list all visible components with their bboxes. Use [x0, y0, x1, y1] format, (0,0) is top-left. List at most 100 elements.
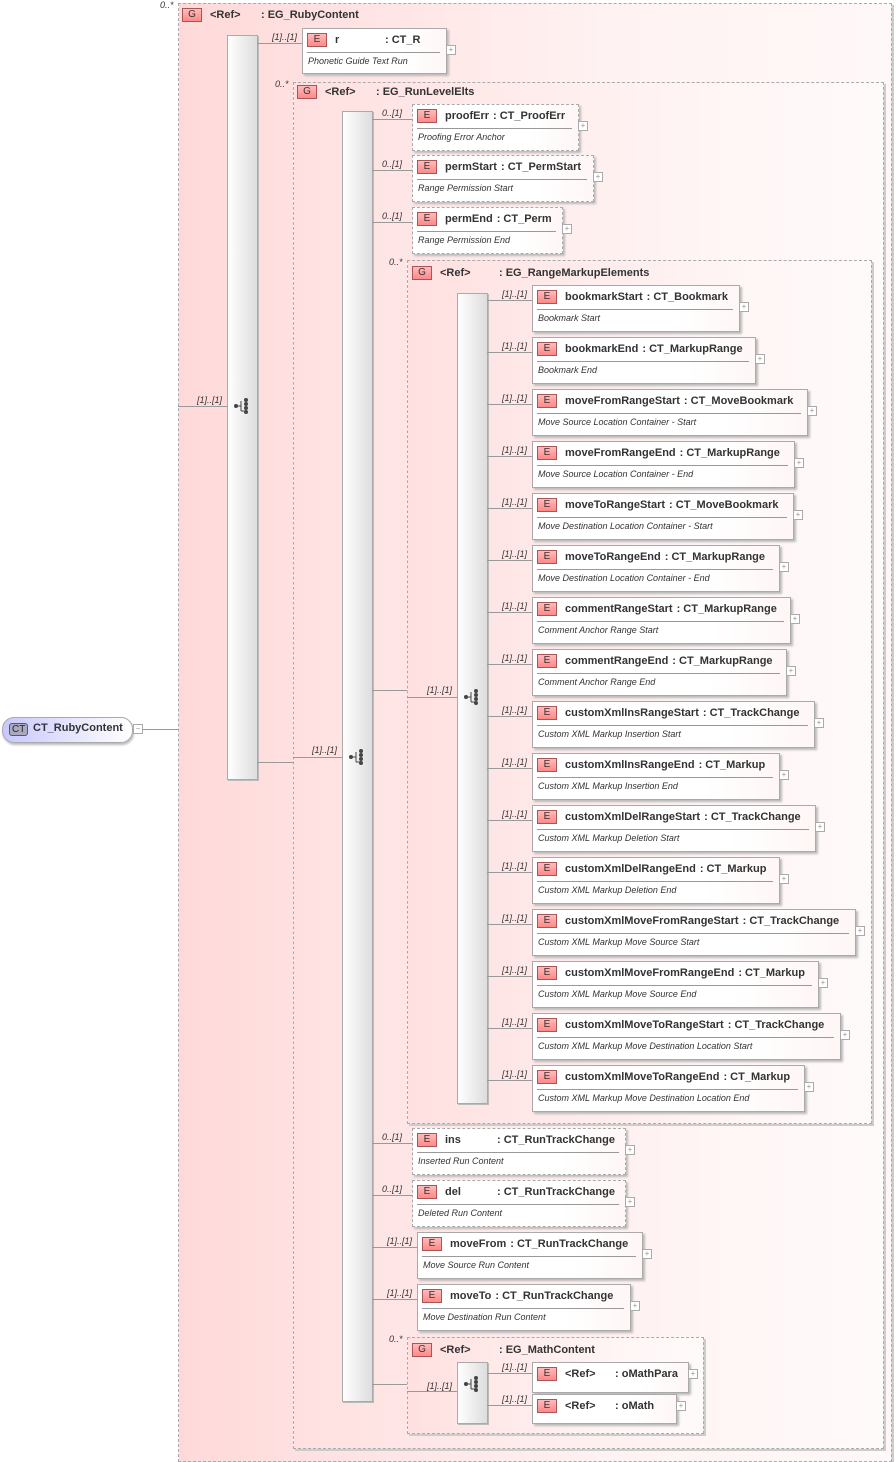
element-badge: E — [537, 706, 557, 720]
expand-plus-icon[interactable]: + — [807, 406, 817, 416]
expand-plus-icon[interactable]: + — [794, 458, 804, 468]
element-name: customXmlInsRangeEnd — [565, 758, 695, 771]
connector-line — [487, 820, 532, 821]
sequence-compositor[interactable] — [457, 1362, 488, 1424]
group-ref: <Ref> — [210, 8, 241, 21]
element-cardinality: [1]..[1] — [502, 341, 528, 351]
expand-plus-icon[interactable]: + — [578, 121, 588, 131]
element-cardinality: [1]..[1] — [502, 497, 528, 507]
expand-plus-icon[interactable]: + — [840, 1030, 850, 1040]
element-type: : CT_R — [385, 33, 421, 46]
element-ref-omathpara[interactable]: E <Ref>: oMathPara — [532, 1362, 689, 1393]
divider — [417, 1152, 619, 1153]
expand-plus-icon[interactable]: + — [779, 874, 789, 884]
expand-plus-icon[interactable]: + — [818, 978, 828, 988]
sequence-compositor[interactable] — [457, 293, 488, 1104]
element-name: moveTo — [450, 1289, 492, 1302]
element-cardinality: 0..[1] — [382, 1132, 403, 1142]
expand-plus-icon[interactable]: + — [446, 45, 456, 55]
expand-plus-icon[interactable]: + — [790, 614, 800, 624]
expand-plus-icon[interactable]: + — [755, 354, 765, 364]
expand-plus-icon[interactable]: + — [793, 510, 803, 520]
element-badge: E — [537, 810, 557, 824]
expand-plus-icon[interactable]: + — [815, 822, 825, 832]
expand-plus-icon[interactable]: + — [562, 224, 572, 234]
connector-line — [293, 757, 342, 758]
element-cardinality: 0..[1] — [382, 1184, 403, 1194]
element-type: : CT_MoveBookmark — [683, 394, 794, 407]
sequence-compositor[interactable] — [227, 35, 258, 780]
expand-plus-icon[interactable]: + — [779, 562, 789, 572]
expand-plus-icon[interactable]: + — [804, 1082, 814, 1092]
group-header[interactable]: G <Ref>: EG_MathContent — [412, 1343, 595, 1357]
element-type: : CT_TrackChange — [742, 914, 840, 927]
expand-plus-icon[interactable]: + — [625, 1197, 635, 1207]
expand-plus-icon[interactable]: + — [779, 770, 789, 780]
element-badge: E — [422, 1289, 442, 1303]
divider — [537, 673, 780, 674]
expand-plus-icon[interactable]: + — [855, 926, 865, 936]
divider — [537, 517, 787, 518]
element-cardinality: [1]..[1] — [502, 809, 528, 819]
expand-plus-icon[interactable]: + — [593, 172, 603, 182]
element-documentation: Bookmark End — [538, 365, 598, 375]
root-complex-type[interactable]: CT CT_RubyContent — [2, 717, 133, 743]
root-name: CT_RubyContent — [33, 722, 123, 734]
expand-plus-icon[interactable]: + — [676, 1401, 686, 1411]
expand-plus-icon[interactable]: + — [786, 666, 796, 676]
sequence-compositor[interactable] — [342, 111, 373, 1402]
sequence-icon — [233, 397, 251, 415]
element-badge: E — [537, 654, 557, 668]
element-ref-omath[interactable]: E <Ref>: oMath — [532, 1394, 677, 1424]
expand-plus-icon[interactable]: + — [642, 1249, 652, 1259]
expand-plus-icon[interactable]: + — [688, 1369, 698, 1379]
expand-plus-icon[interactable]: + — [625, 1145, 635, 1155]
group-header[interactable]: G <Ref>: EG_RunLevelElts — [297, 85, 474, 99]
connector-line — [487, 768, 532, 769]
element-type: : CT_Markup — [738, 966, 805, 979]
group-header[interactable]: G <Ref>: EG_RangeMarkupElements — [412, 266, 649, 280]
element-badge: E — [537, 602, 557, 616]
group-type: : EG_MathContent — [499, 1343, 595, 1356]
expand-plus-icon[interactable]: + — [814, 718, 824, 728]
element-documentation: Proofing Error Anchor — [418, 132, 505, 142]
group-header[interactable]: G <Ref>: EG_RubyContent — [182, 8, 359, 22]
element-cardinality: [1]..[1] — [502, 601, 528, 611]
element-badge: E — [422, 1237, 442, 1251]
element-type: : CT_RunTrackChange — [497, 1185, 615, 1198]
group-type: : EG_RubyContent — [261, 8, 359, 21]
element-name: commentRangeStart — [565, 602, 673, 615]
expand-plus-icon[interactable]: + — [739, 302, 749, 312]
element-type: : CT_MoveBookmark — [669, 498, 779, 511]
expand-plus-icon[interactable]: + — [630, 1301, 640, 1311]
element-name: ins — [445, 1133, 461, 1146]
